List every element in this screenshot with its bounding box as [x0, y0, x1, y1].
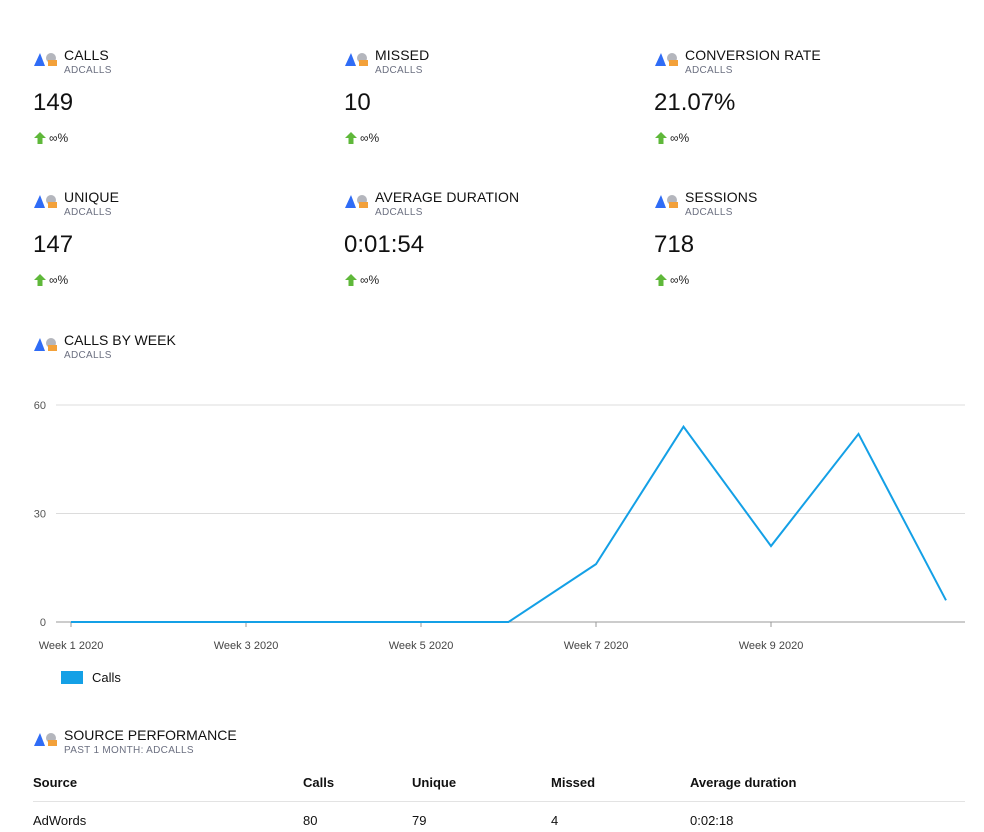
x-tick-label: Week 7 2020 — [564, 640, 629, 652]
kpi-missed: MISSED ADCALLS 10 ∞% — [344, 47, 644, 157]
arrow-up-icon — [345, 132, 357, 144]
y-tick-label: 60 — [34, 400, 46, 412]
kpi-value: 10 — [344, 89, 371, 116]
data-point[interactable] — [240, 616, 252, 628]
kpi-delta: ∞% — [33, 273, 68, 287]
column-header-source[interactable]: Source — [33, 775, 303, 802]
adcalls-logo-icon — [34, 733, 57, 746]
data-point[interactable] — [678, 421, 690, 433]
column-header-missed[interactable]: Missed — [551, 775, 690, 802]
kpi-value: 0:01:54 — [344, 231, 425, 258]
series-line-calls — [71, 424, 947, 623]
calls-by-week-header: CALLS BY WEEK ADCALLS — [33, 332, 433, 366]
kpi-title: AVERAGE DURATION — [375, 189, 520, 205]
kpi-delta-text: ∞% — [360, 131, 380, 145]
adcalls-logo-icon — [655, 195, 678, 208]
table-subtitle: PAST 1 MONTH: ADCALLS — [64, 745, 194, 756]
kpi-source: ADCALLS — [375, 207, 423, 218]
source-performance-header: SOURCE PERFORMANCE PAST 1 MONTH: ADCALLS — [33, 727, 433, 761]
kpi-source: ADCALLS — [64, 207, 112, 218]
source-performance-table: Source Calls Unique Missed Average durat… — [33, 775, 965, 828]
arrow-up-icon — [34, 132, 46, 144]
kpi-delta-text: ∞% — [360, 273, 380, 287]
kpi-source: ADCALLS — [685, 207, 733, 218]
x-tick-label: Week 3 2020 — [214, 640, 279, 652]
data-point[interactable] — [65, 616, 77, 628]
kpi-delta-text: ∞% — [670, 131, 690, 145]
y-tick-label: 30 — [34, 509, 46, 521]
kpi-conversion-rate: CONVERSION RATE ADCALLS 21.07% ∞% — [654, 47, 954, 157]
adcalls-logo-icon — [345, 195, 368, 208]
kpi-average-duration: AVERAGE DURATION ADCALLS 0:01:54 ∞% — [344, 189, 644, 299]
kpi-title: CALLS — [64, 47, 109, 63]
kpi-delta-text: ∞% — [49, 131, 69, 145]
table-header-row: Source Calls Unique Missed Average durat… — [33, 775, 965, 802]
kpi-value: 21.07% — [654, 89, 736, 116]
arrow-up-icon — [34, 274, 46, 286]
column-header-calls[interactable]: Calls — [303, 775, 412, 802]
table-row: AdWords 80 79 4 0:02:18 — [33, 802, 965, 828]
kpi-delta: ∞% — [654, 131, 689, 145]
cell-average-duration: 0:02:18 — [690, 813, 734, 828]
y-tick-label: 0 — [40, 617, 46, 629]
cell-missed: 4 — [551, 813, 559, 828]
kpi-value: 718 — [654, 231, 695, 258]
data-point[interactable] — [503, 616, 515, 628]
adcalls-logo-icon — [655, 53, 678, 66]
chart-title: CALLS BY WEEK — [64, 332, 176, 348]
kpi-value: 149 — [33, 89, 74, 116]
kpi-title: UNIQUE — [64, 189, 120, 205]
kpi-source: ADCALLS — [64, 65, 112, 76]
arrow-up-icon — [655, 274, 667, 286]
kpi-delta: ∞% — [344, 131, 379, 145]
data-point[interactable] — [765, 540, 777, 552]
chart-legend: Calls — [61, 670, 121, 685]
arrow-up-icon — [345, 274, 357, 286]
kpi-value: 147 — [33, 231, 74, 258]
kpi-source: ADCALLS — [685, 65, 733, 76]
kpi-delta-text: ∞% — [670, 273, 690, 287]
x-tick-label: Week 9 2020 — [739, 640, 804, 652]
adcalls-logo-icon — [34, 53, 57, 66]
table-title: SOURCE PERFORMANCE — [64, 727, 237, 743]
kpi-unique: UNIQUE ADCALLS 147 ∞% — [33, 189, 333, 299]
data-point[interactable] — [328, 616, 340, 628]
chart-source: ADCALLS — [64, 350, 112, 361]
cell-unique: 79 — [412, 813, 427, 828]
kpi-title: CONVERSION RATE — [685, 47, 821, 63]
kpi-delta-text: ∞% — [49, 273, 69, 287]
legend-swatch[interactable] — [61, 671, 83, 684]
cell-source: AdWords — [33, 813, 87, 828]
kpi-calls: CALLS ADCALLS 149 ∞% — [33, 47, 333, 157]
legend-label[interactable]: Calls — [92, 670, 121, 685]
kpi-delta: ∞% — [33, 131, 68, 145]
data-point[interactable] — [415, 616, 427, 628]
column-header-unique[interactable]: Unique — [412, 775, 551, 802]
adcalls-logo-icon — [34, 338, 57, 351]
kpi-title: MISSED — [375, 47, 430, 63]
data-point[interactable] — [153, 616, 165, 628]
kpi-source: ADCALLS — [375, 65, 423, 76]
calls-by-week-chart: 0 30 60 Week 1 2020 Week 3 2020 Week 5 2020 We… — [34, 400, 965, 652]
data-point[interactable] — [940, 594, 952, 606]
arrow-up-icon — [655, 132, 667, 144]
x-tick-label: Week 5 2020 — [389, 640, 454, 652]
kpi-delta: ∞% — [344, 273, 379, 287]
data-point[interactable] — [853, 428, 865, 440]
cell-calls: 80 — [303, 813, 318, 828]
kpi-sessions: SESSIONS ADCALLS 718 ∞% — [654, 189, 954, 299]
adcalls-logo-icon — [34, 195, 57, 208]
data-point[interactable] — [590, 558, 602, 570]
x-tick-label: Week 1 2020 — [39, 640, 104, 652]
kpi-delta: ∞% — [654, 273, 689, 287]
adcalls-logo-icon — [345, 53, 368, 66]
column-header-average-duration[interactable]: Average duration — [690, 775, 965, 802]
kpi-title: SESSIONS — [685, 189, 758, 205]
